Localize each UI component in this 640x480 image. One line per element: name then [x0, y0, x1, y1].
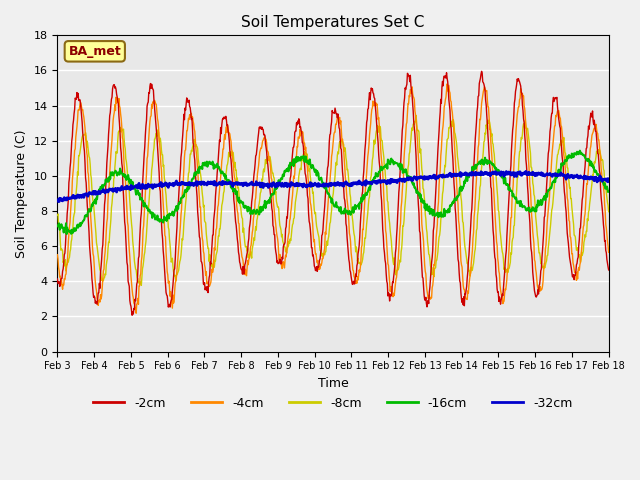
Title: Soil Temperatures Set C: Soil Temperatures Set C: [241, 15, 425, 30]
X-axis label: Time: Time: [317, 377, 348, 390]
Text: BA_met: BA_met: [68, 45, 121, 58]
Y-axis label: Soil Temperature (C): Soil Temperature (C): [15, 129, 28, 258]
Legend: -2cm, -4cm, -8cm, -16cm, -32cm: -2cm, -4cm, -8cm, -16cm, -32cm: [88, 392, 578, 415]
